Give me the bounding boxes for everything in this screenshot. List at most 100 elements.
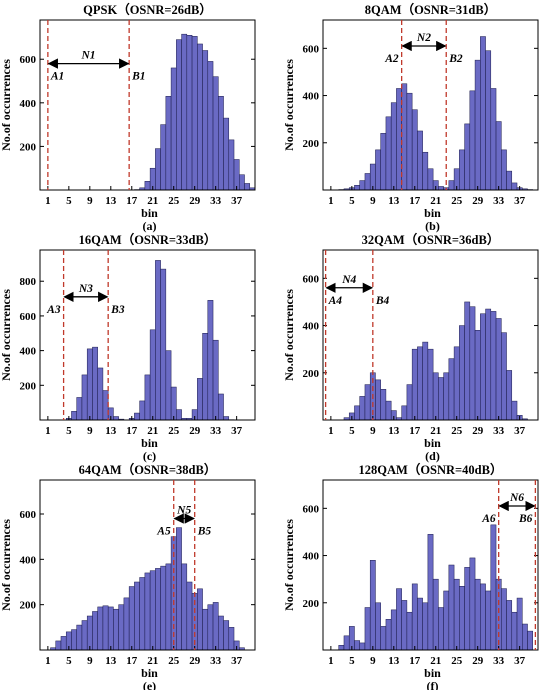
y-axis-label: No.of occurrences: [282, 519, 296, 611]
histogram-bar: [501, 149, 507, 191]
x-tick-label: 5: [66, 425, 72, 437]
x-tick-label: 1: [45, 425, 51, 437]
chart-title: 32QAM（OSNR=36dB）: [362, 232, 500, 247]
histogram-bar: [165, 563, 172, 651]
histogram-bar: [71, 411, 77, 421]
histogram-bar: [197, 43, 203, 191]
x-tick-label: 33: [493, 425, 505, 437]
histogram-bar: [506, 600, 513, 651]
x-tick-label: 21: [430, 655, 441, 667]
y-tick-label: 400: [20, 346, 37, 358]
histogram-bar: [165, 350, 172, 421]
x-tick-label: 25: [451, 655, 463, 667]
y-tick-label: 400: [20, 98, 37, 110]
histogram-bar: [123, 597, 130, 651]
histogram-bar: [406, 611, 413, 651]
x-tick-label: 17: [126, 655, 138, 667]
marker-label: B6: [518, 513, 533, 525]
chart-title: 64QAM（OSNR=38dB）: [79, 462, 217, 477]
y-tick-label: 600: [20, 509, 37, 521]
histogram-bar: [97, 367, 104, 421]
histogram-bar: [354, 185, 360, 191]
histogram-bar: [490, 311, 497, 421]
x-tick-label: 17: [409, 425, 421, 437]
marker-label: A1: [50, 71, 64, 83]
histogram-bar: [197, 378, 203, 421]
histogram-bar: [176, 39, 182, 191]
chart-title: 128QAM（OSNR=40dB）: [359, 462, 503, 477]
x-tick-label: 21: [430, 425, 441, 437]
plot-frame: [322, 479, 539, 651]
histogram-bar: [511, 400, 518, 421]
histogram-bar: [223, 416, 230, 421]
histogram-bar: [343, 635, 350, 651]
histogram-bar: [511, 611, 518, 651]
histogram-bar: [369, 560, 376, 651]
histogram-bar: [422, 602, 429, 651]
histogram-bar: [60, 636, 67, 651]
y-tick-label: 400: [303, 91, 320, 103]
x-tick-label: 13: [388, 195, 400, 207]
histogram-bar: [390, 609, 397, 651]
histogram-bar: [212, 76, 219, 191]
x-tick-label: 37: [231, 195, 243, 207]
histogram-bar: [417, 346, 423, 421]
x-tick-label: 29: [472, 655, 484, 667]
histogram-bar: [92, 611, 98, 651]
histogram-bar: [432, 578, 439, 651]
histogram-bar: [186, 35, 193, 191]
histogram-bar: [364, 173, 371, 191]
histogram-bar: [102, 605, 109, 651]
x-tick-label: 1: [328, 425, 334, 437]
histogram-bar: [422, 151, 429, 191]
chart-title: 8QAM（OSNR=31dB）: [365, 2, 496, 17]
histogram-bar: [401, 600, 408, 651]
x-tick-label: 25: [451, 425, 463, 437]
x-tick-label: 33: [493, 655, 505, 667]
chart-title: QPSK（OSNR=26dB）: [83, 2, 212, 17]
x-tick-label: 17: [126, 195, 138, 207]
chart-panel: 32QAM（OSNR=36dB） 200 400 600 1 5 9 13 17 21 25 29 33…: [282, 232, 539, 463]
histogram-bar: [170, 386, 177, 421]
y-tick-label: 600: [20, 311, 37, 323]
x-tick-label: 1: [328, 195, 334, 207]
x-tick-label: 25: [168, 655, 180, 667]
histogram-bar: [86, 615, 93, 651]
x-tick-label: 33: [210, 655, 222, 667]
y-tick-label: 600: [303, 43, 320, 55]
histogram-bar: [490, 524, 497, 651]
x-tick-label: 37: [514, 425, 526, 437]
histogram-bar: [411, 348, 418, 421]
histogram-bar: [438, 186, 444, 191]
histogram-bar: [81, 620, 88, 651]
chart-panel: QPSK（OSNR=26dB） 200 400 600 1 5 9 13 17 21 25 29 33 3…: [0, 2, 256, 233]
panel-label: (c): [143, 449, 156, 463]
x-axis-label: bin: [141, 436, 158, 450]
histogram-bar: [438, 377, 444, 421]
histogram-bar: [107, 606, 114, 651]
histogram-bar: [223, 620, 230, 651]
y-tick-label: 400: [303, 321, 320, 333]
histogram-bar: [469, 306, 476, 421]
x-tick-label: 25: [168, 195, 180, 207]
histogram-bar: [134, 412, 140, 421]
panel-label: (d): [425, 449, 440, 463]
histogram-bar: [375, 602, 381, 651]
histogram-bar: [81, 374, 88, 421]
histogram-bar: [385, 619, 392, 651]
histogram-bar: [359, 642, 366, 651]
histogram-bar: [401, 83, 408, 191]
histogram-bar: [149, 570, 156, 651]
x-tick-label: 9: [87, 655, 93, 667]
plot-frame: [39, 19, 256, 191]
plot-frame: [39, 479, 256, 651]
histogram-bar: [485, 590, 492, 651]
histogram-bar: [207, 604, 214, 651]
histogram-bar: [181, 563, 188, 651]
histogram-bar: [443, 590, 450, 651]
histogram-bar: [406, 92, 413, 191]
histogram-bar: [364, 607, 371, 651]
histogram-bar: [218, 96, 224, 191]
x-tick-label: 37: [231, 425, 243, 437]
marker-label: B4: [375, 295, 390, 307]
